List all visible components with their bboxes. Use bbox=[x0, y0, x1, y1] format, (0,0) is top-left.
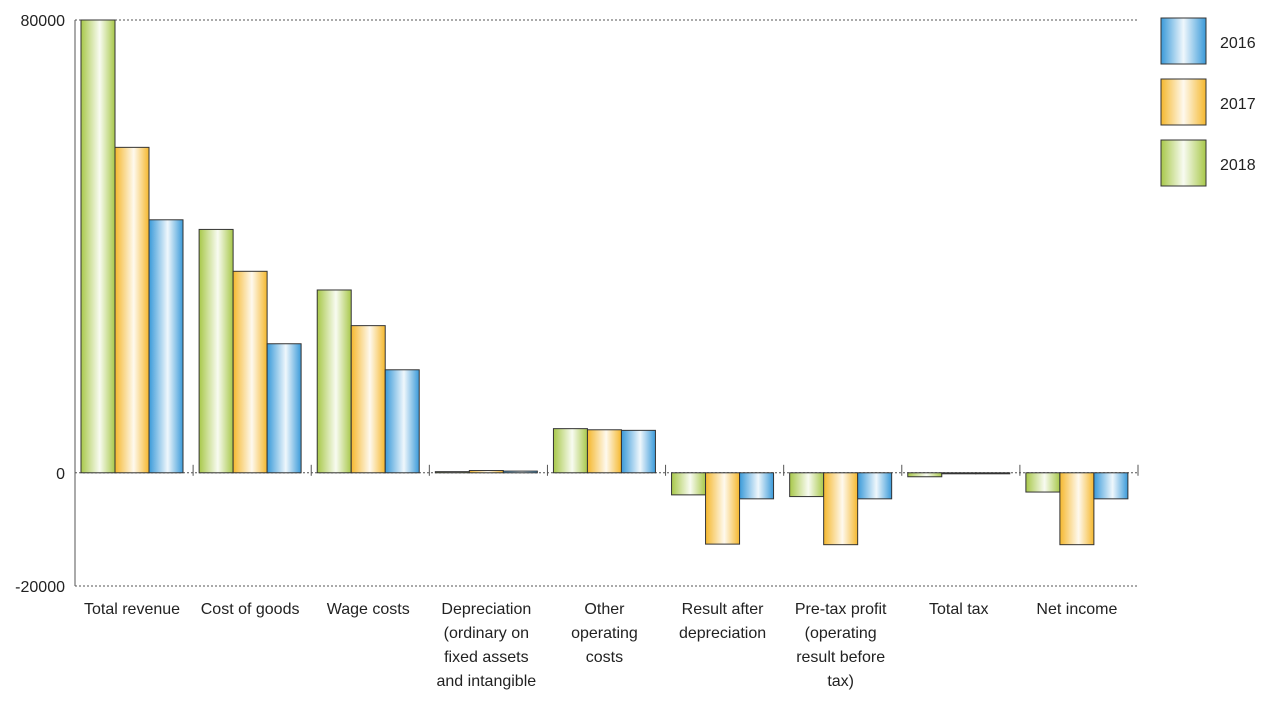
x-category-label: Pre-tax profit (operating result before tax… bbox=[795, 601, 887, 690]
x-category-label: Wage costs bbox=[327, 601, 410, 618]
legend-label-2018: 2018 bbox=[1220, 157, 1256, 174]
x-category-label: Result after depreciation bbox=[679, 601, 766, 642]
bar-2017-8 bbox=[1059, 472, 1095, 546]
x-category-label: Depreciation (ordinary on fixed assets and … bbox=[437, 601, 537, 690]
legend-swatch-2016 bbox=[1160, 17, 1207, 65]
bar-2016-5 bbox=[739, 472, 775, 500]
y-tick-label: 0 bbox=[56, 466, 65, 483]
y-axis: 80000 0 -20000 bbox=[15, 13, 65, 596]
bar-2017-3 bbox=[468, 470, 504, 474]
x-category-label: Total revenue bbox=[84, 601, 180, 618]
bar-2017-2 bbox=[350, 325, 386, 474]
bar-2018-4 bbox=[552, 428, 588, 474]
bar-2016-8 bbox=[1093, 472, 1129, 500]
legend-label-2017: 2017 bbox=[1220, 96, 1256, 113]
bar-2018-1 bbox=[198, 228, 234, 474]
bar-2017-4 bbox=[586, 429, 622, 474]
x-category-label: Total tax bbox=[929, 601, 989, 618]
bar-2016-0 bbox=[148, 219, 184, 474]
bar-2018-6 bbox=[789, 472, 825, 498]
bar-2016-3 bbox=[502, 470, 538, 474]
bar-2016-2 bbox=[384, 369, 420, 474]
bar-2018-7 bbox=[907, 472, 943, 478]
bar-2018-5 bbox=[671, 472, 707, 496]
bar-2017-7 bbox=[941, 472, 977, 475]
bar-2016-1 bbox=[266, 343, 302, 474]
bar-2018-3 bbox=[434, 471, 470, 474]
bar-2016-4 bbox=[620, 429, 656, 474]
bar-2017-0 bbox=[114, 146, 150, 474]
legend-swatch-2018 bbox=[1160, 139, 1207, 187]
bar-2017-6 bbox=[823, 472, 859, 546]
bar-2017-5 bbox=[705, 472, 741, 545]
legend: 2016 2017 2018 bbox=[1160, 17, 1256, 187]
y-tick-label: 80000 bbox=[21, 13, 66, 30]
x-category-label: Net income bbox=[1036, 601, 1117, 618]
legend-swatch-2017 bbox=[1160, 78, 1207, 126]
legend-label-2016: 2016 bbox=[1220, 35, 1256, 52]
x-category-label: Other operating costs bbox=[571, 601, 638, 666]
bar-2016-7 bbox=[975, 472, 1011, 475]
x-category-label: Cost of goods bbox=[201, 601, 300, 618]
bar-2018-0 bbox=[80, 19, 116, 474]
bar-2018-8 bbox=[1025, 472, 1061, 493]
bar-2018-2 bbox=[316, 289, 352, 474]
x-axis: Total revenue Cost of goods Wage costs Depr… bbox=[84, 464, 1139, 690]
y-tick-label: -20000 bbox=[15, 579, 65, 596]
bars bbox=[80, 19, 1129, 546]
bar-2016-6 bbox=[857, 472, 893, 500]
bar-2017-1 bbox=[232, 270, 268, 474]
